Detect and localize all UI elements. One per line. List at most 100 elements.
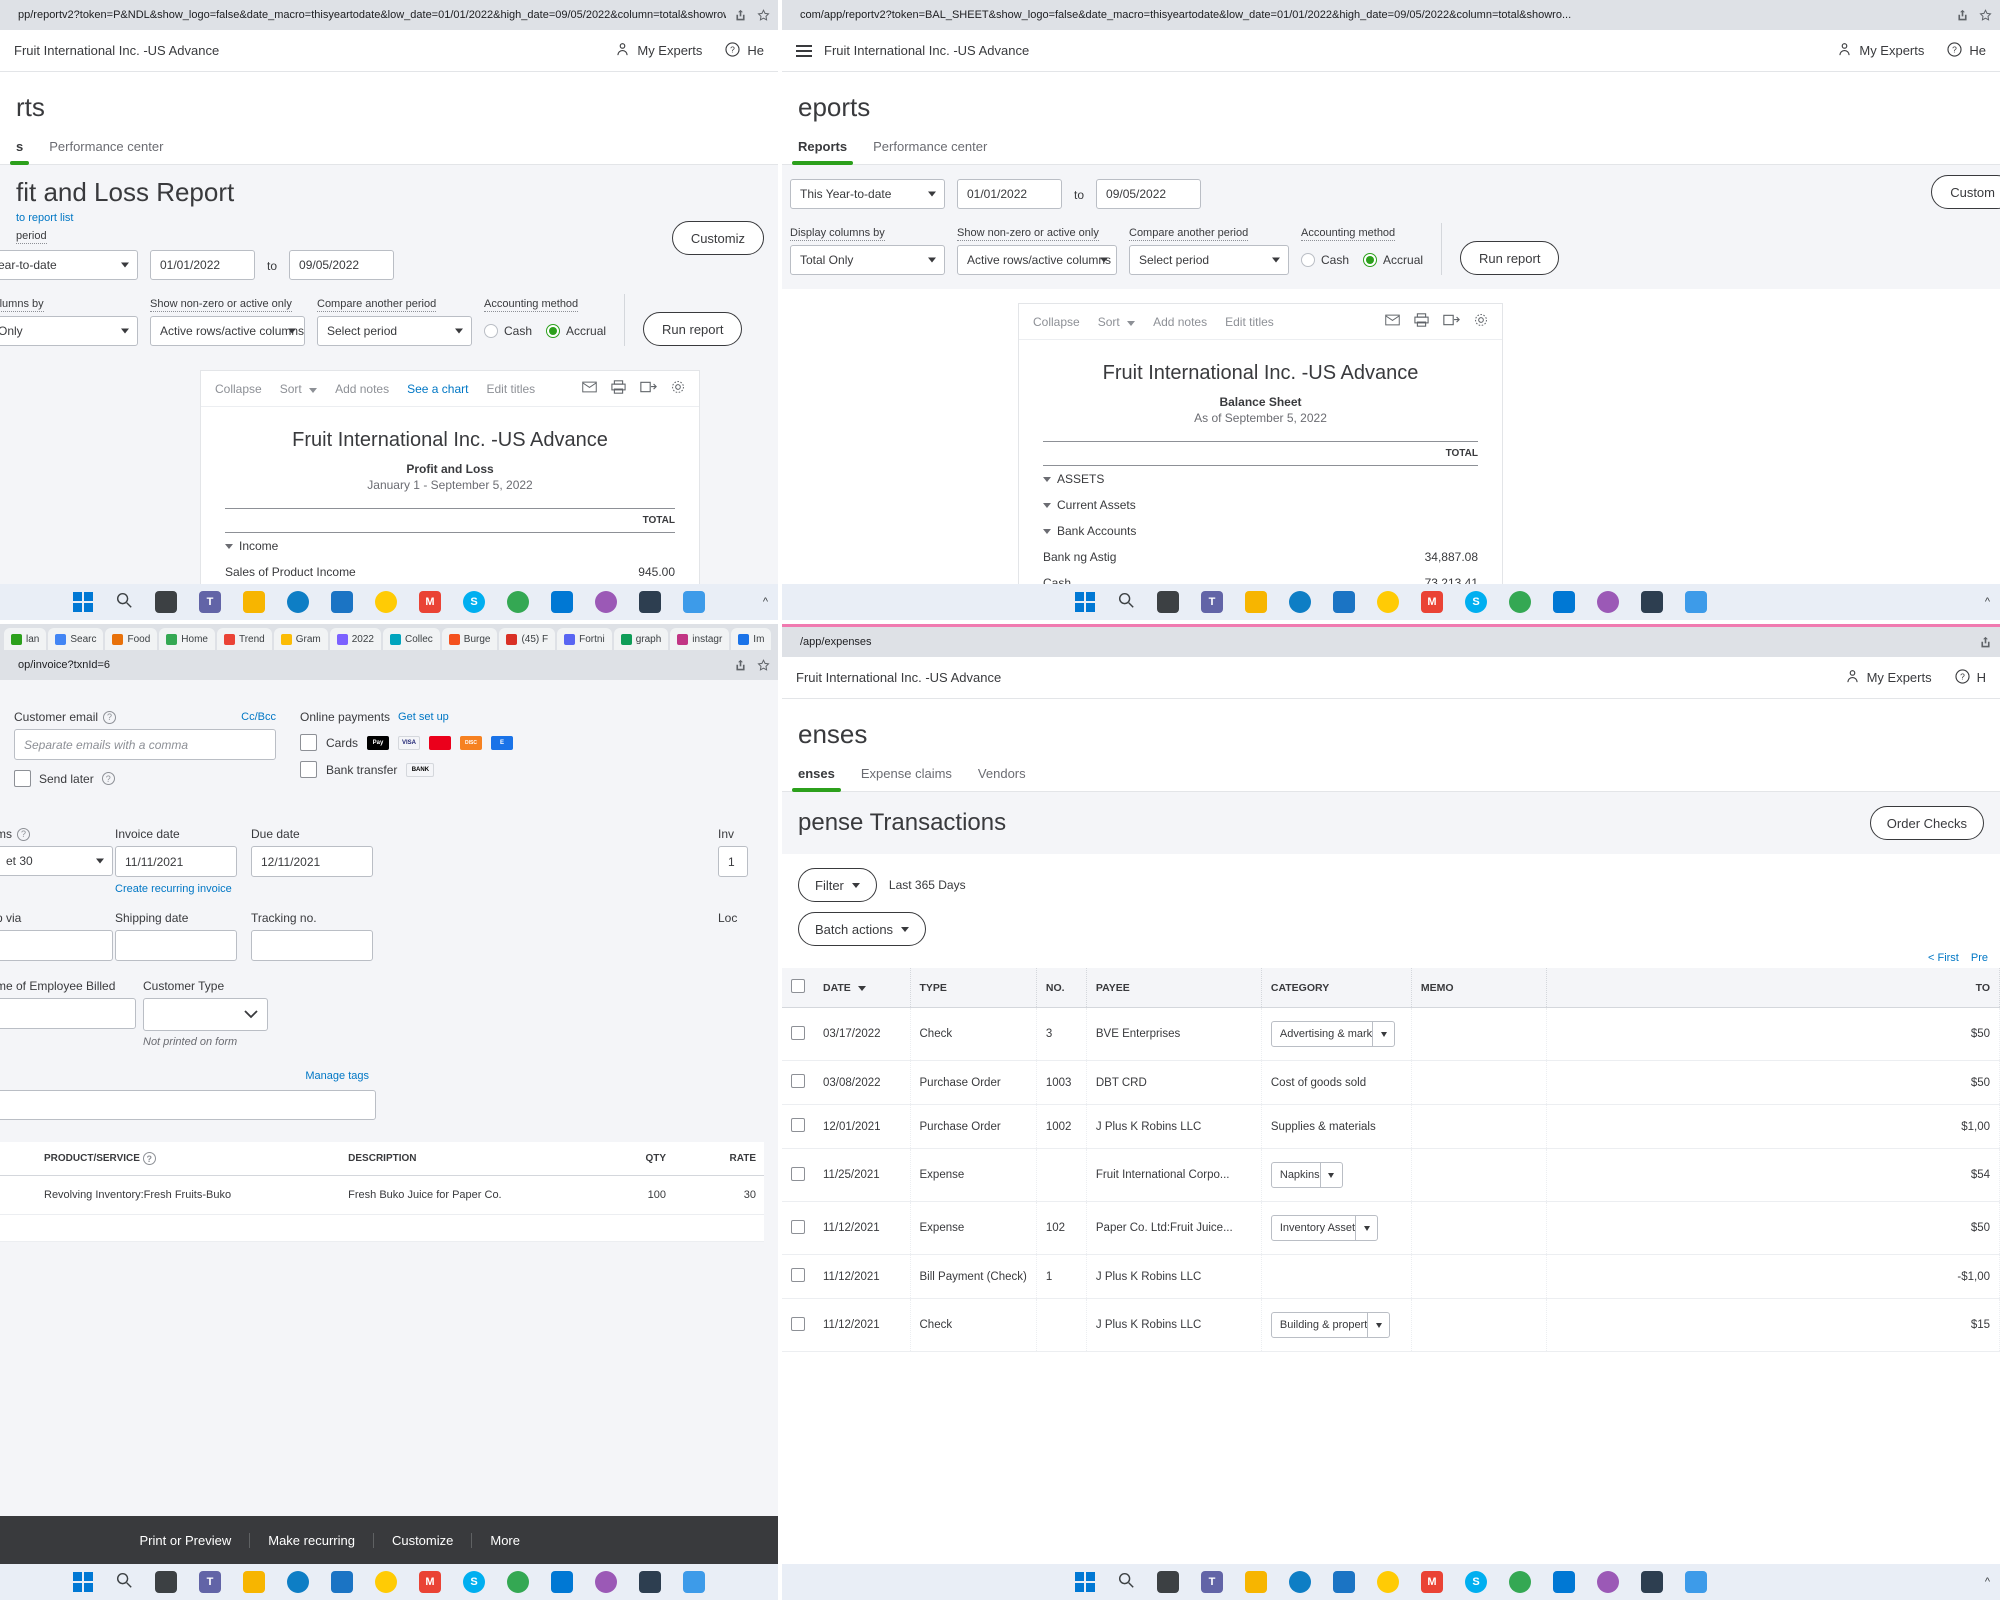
exp-filter-button[interactable]: Filter	[798, 868, 877, 902]
browser-tab[interactable]: Home	[159, 628, 215, 650]
help-tooltip-icon[interactable]: ?	[103, 710, 117, 724]
exp-row-checkbox-cell[interactable]	[782, 1060, 814, 1105]
inv-tags-input[interactable]	[0, 1090, 376, 1120]
exp-help[interactable]: ? H	[1954, 668, 1986, 688]
bookmark-star-icon[interactable]	[757, 8, 770, 22]
chrome-icon[interactable]	[507, 1571, 529, 1593]
browser-tab[interactable]: Gram	[273, 628, 328, 650]
help-tooltip-icon[interactable]: ?	[17, 827, 30, 841]
pl-customize-button[interactable]: Customiz	[671, 221, 764, 255]
inv-invoice-date-input[interactable]: 11/11/2021	[115, 846, 237, 877]
pl-run-report-button[interactable]: Run report	[643, 312, 743, 346]
bs-help[interactable]: ? He	[1946, 41, 1986, 61]
inv-shipping-date-input[interactable]	[115, 930, 237, 961]
exp-row-category[interactable]: Advertising & mark	[1261, 1007, 1412, 1061]
table-row[interactable]: Income	[225, 533, 675, 560]
inv-tracking-input[interactable]	[251, 930, 373, 961]
exp-url[interactable]: /app/expenses	[800, 636, 872, 648]
table-row[interactable]: ASSETS	[1043, 466, 1478, 493]
tool-icon[interactable]	[1641, 1571, 1663, 1593]
share-icon[interactable]	[1979, 636, 1992, 649]
table-row[interactable]: Bank Accounts	[1043, 518, 1478, 544]
row-checkbox[interactable]	[791, 1316, 805, 1331]
bs-run-report-button[interactable]: Run report	[1460, 241, 1560, 275]
search-icon[interactable]	[115, 591, 133, 614]
photos-icon[interactable]	[595, 1571, 617, 1593]
mail-icon[interactable]	[1553, 591, 1575, 613]
exp-row-checkbox-cell[interactable]	[782, 1201, 814, 1255]
table-row[interactable]	[0, 1214, 764, 1242]
table-row[interactable]: 11/12/2021 Bill Payment (Check) 1 J Plus K …	[782, 1254, 2000, 1299]
start-icon[interactable]	[1075, 592, 1095, 612]
browser-tab[interactable]: graph	[613, 628, 669, 650]
pl-edit-titles-action[interactable]: Edit titles	[486, 381, 536, 396]
exp-col-select[interactable]	[782, 968, 814, 1008]
tab-reports[interactable]: Reports	[791, 133, 854, 165]
help-tooltip-icon[interactable]: ?	[101, 772, 115, 785]
store-icon[interactable]	[331, 591, 353, 613]
folder-icon[interactable]	[243, 591, 265, 613]
bs-sort-action[interactable]: Sort	[1098, 315, 1136, 329]
bs-url[interactable]: com/app/reportv2?token=BAL_SHEET&show_lo…	[800, 9, 1572, 21]
browser-tab[interactable]: Searc	[48, 628, 104, 650]
browser-tab[interactable]: lan	[4, 628, 47, 650]
teams-icon[interactable]: T	[1201, 1571, 1223, 1593]
exp-row-checkbox-cell[interactable]	[782, 1298, 814, 1352]
table-row[interactable]: 11/12/2021 Expense 102 Paper Co. Ltd:Fruit …	[782, 1201, 2000, 1255]
chevron-up-icon[interactable]: ^	[1984, 596, 1990, 608]
help-tooltip-icon[interactable]: ?	[142, 1152, 156, 1165]
bs-display-columns-select[interactable]: Total Only	[790, 245, 945, 275]
exp-category-select[interactable]: Building & propert	[1270, 1312, 1391, 1338]
pl-back-to-report-list[interactable]: to report list	[16, 212, 74, 224]
edge-icon[interactable]	[1289, 591, 1311, 613]
print-icon[interactable]	[611, 380, 626, 397]
pl-accrual-radio[interactable]: Accrual	[546, 324, 606, 338]
browser-tab[interactable]: Trend	[216, 628, 272, 650]
inv-email-input[interactable]: Separate emails with a comma	[14, 729, 276, 760]
taskview-icon[interactable]	[155, 591, 177, 613]
table-row[interactable]: 03/17/2022 Check 3 BVE Enterprises Advertisi…	[782, 1007, 2000, 1061]
bs-nonzero-select[interactable]: Active rows/active columns	[957, 245, 1117, 275]
taskview-icon[interactable]	[1157, 1571, 1179, 1593]
chrome-icon[interactable]	[1509, 1571, 1531, 1593]
pl-help[interactable]: ? He	[724, 41, 764, 61]
inv-number-input[interactable]: 1	[718, 846, 748, 877]
pl-url[interactable]: pp/reportv2?token=P&NDL&show_logo=false&…	[18, 9, 726, 21]
share-icon[interactable]	[734, 9, 747, 22]
inv-send-later-checkbox[interactable]	[14, 770, 31, 787]
inv-row-rate[interactable]: 30	[674, 1175, 764, 1215]
row-checkbox[interactable]	[791, 1025, 805, 1040]
skype-icon[interactable]: S	[463, 591, 485, 613]
inv-row-product[interactable]: Revolving Inventory:Fresh Fruits-Buko	[36, 1175, 341, 1215]
gear-icon[interactable]	[1474, 313, 1488, 330]
inv-get-set-up-link[interactable]: Get set up	[398, 711, 449, 723]
browser-tab[interactable]: 2022	[329, 628, 381, 650]
pl-see-a-chart-action[interactable]: See a chart	[407, 381, 469, 396]
chevron-down-icon[interactable]	[1319, 1163, 1342, 1187]
photos-icon[interactable]	[1597, 1571, 1619, 1593]
exp-row-checkbox-cell[interactable]	[782, 1104, 814, 1149]
bs-report-period-select[interactable]: This Year-to-date	[790, 179, 945, 209]
tool-icon[interactable]	[639, 591, 661, 613]
skype-icon[interactable]: S	[463, 1571, 485, 1593]
inv-create-recurring-link[interactable]: Create recurring invoice	[115, 883, 232, 895]
exp-col-payee[interactable]: PAYEE	[1086, 968, 1262, 1008]
exp-col-no[interactable]: NO.	[1036, 968, 1087, 1008]
chevron-up-icon[interactable]: ^	[762, 596, 768, 608]
photos-icon[interactable]	[1597, 591, 1619, 613]
folder-icon[interactable]	[1245, 591, 1267, 613]
start-icon[interactable]	[73, 592, 93, 612]
tab-reports[interactable]: s	[9, 133, 30, 165]
table-row[interactable]: 11/12/2021 Check J Plus K Robins LLC Buildi…	[782, 1298, 2000, 1352]
row-checkbox[interactable]	[791, 1219, 805, 1234]
exp-col-date[interactable]: DATE	[814, 968, 911, 1008]
store-icon[interactable]	[1333, 1571, 1355, 1593]
bs-collapse-action[interactable]: Collapse	[1033, 314, 1080, 329]
inv-url[interactable]: op/invoice?txnId=6	[18, 659, 111, 671]
chrome-alt-icon[interactable]	[375, 591, 397, 613]
row-checkbox[interactable]	[791, 1268, 805, 1282]
inv-row-rate[interactable]	[674, 1214, 764, 1242]
chevron-up-icon[interactable]: ^	[1984, 1576, 1990, 1588]
exp-row-checkbox-cell[interactable]	[782, 1254, 814, 1299]
teams-icon[interactable]: T	[1201, 591, 1223, 613]
